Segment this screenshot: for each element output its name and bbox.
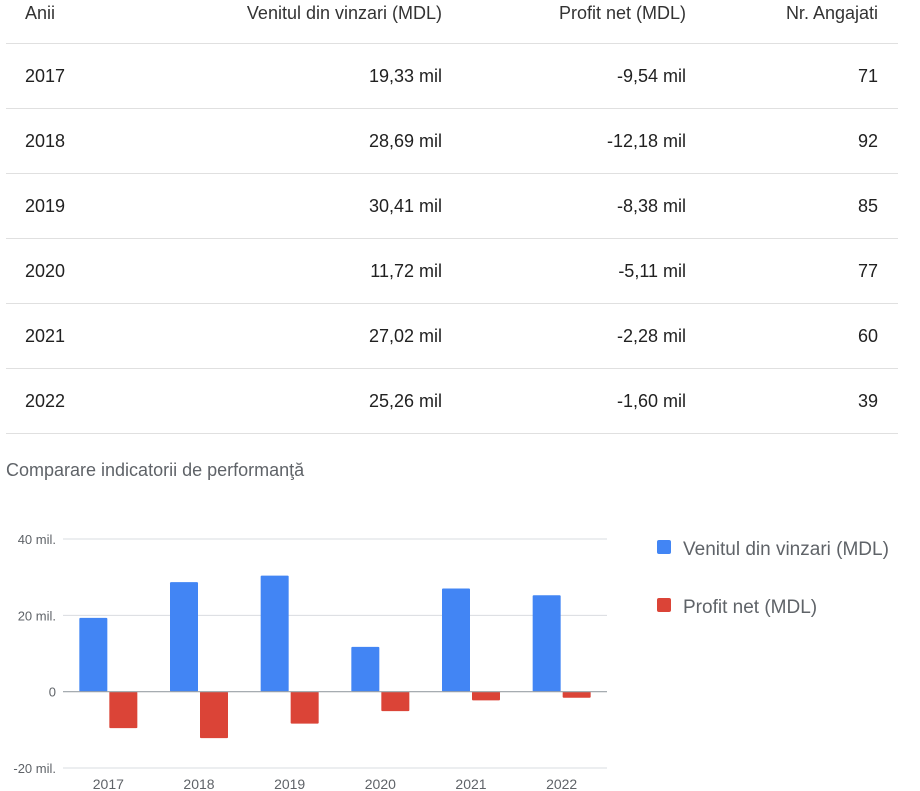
cell-employees: 39: [857, 391, 878, 411]
cell-revenue: 25,26 mil: [368, 391, 442, 411]
cell-net-profit: -1,60 mil: [616, 391, 686, 411]
bar-net-profit: [472, 691, 500, 701]
bar-net-profit: [109, 691, 138, 729]
cell-year: 2017: [25, 66, 66, 86]
bar-revenue: [532, 595, 561, 692]
cell-revenue: 19,33 mil: [368, 66, 442, 86]
cell-net-profit: -8,38 mil: [616, 196, 686, 216]
cell-employees: 60: [857, 326, 878, 346]
y-tick-label: 40 mil.: [18, 532, 56, 547]
table-header-row: Anii Venitul din vinzari (MDL) Profit ne…: [6, 0, 898, 44]
table-row: 2017 19,33 mil -9,54 mil 71: [6, 44, 898, 109]
y-tick-label: 0: [49, 685, 56, 700]
bar-revenue: [351, 646, 380, 692]
bar-net-profit: [200, 691, 228, 739]
table-row: 2022 25,26 mil -1,60 mil 39: [6, 369, 898, 434]
legend-label-revenue: Venitul din vinzari (MDL): [683, 539, 889, 560]
cell-employees: 77: [857, 261, 878, 281]
cell-revenue: 30,41 mil: [368, 196, 442, 216]
cell-revenue: 27,02 mil: [368, 326, 442, 346]
cell-employees: 71: [857, 66, 878, 86]
cell-net-profit: -9,54 mil: [616, 66, 686, 86]
legend-label-net-profit: Profit net (MDL): [683, 597, 818, 618]
x-tick-label: 2019: [274, 776, 305, 791]
cell-net-profit: -2,28 mil: [616, 326, 686, 346]
table-row: 2018 28,69 mil -12,18 mil 92: [6, 109, 898, 174]
header-years: Anii: [25, 3, 56, 23]
y-tick-label: -20 mil.: [13, 761, 56, 776]
bar-net-profit: [562, 691, 591, 698]
table-row: 2021 27,02 mil -2,28 mil 60: [6, 304, 898, 369]
legend-swatch-net-profit: [657, 598, 671, 612]
x-tick-label: 2020: [365, 776, 396, 791]
x-tick-label: 2022: [546, 776, 577, 791]
x-tick-label: 2017: [93, 776, 124, 791]
header-employees: Nr. Angajati: [785, 3, 878, 23]
legend-swatch-revenue: [657, 540, 671, 554]
bar-revenue: [260, 575, 289, 692]
cell-revenue: 11,72 mil: [370, 261, 442, 281]
cell-year: 2022: [25, 391, 66, 411]
cell-year: 2018: [25, 131, 66, 151]
table-row: 2019 30,41 mil -8,38 mil 85: [6, 174, 898, 239]
y-tick-label: 20 mil.: [18, 608, 56, 623]
bar-chart: 40 mil. 20 mil. 0 -20 mil. 2017 2018 2019 2020 2…: [13, 532, 607, 791]
x-tick-label: 2021: [455, 776, 486, 791]
bar-net-profit: [290, 691, 319, 724]
cell-year: 2019: [25, 196, 66, 216]
bar-revenue: [442, 588, 470, 692]
cell-year: 2020: [25, 261, 66, 281]
chart-title: Comparare indicatorii de performanţă: [6, 460, 305, 480]
cell-employees: 92: [857, 131, 878, 151]
header-net-profit: Profit net (MDL): [558, 3, 686, 23]
cell-net-profit: -5,11 mil: [618, 261, 686, 281]
header-revenue: Venitul din vinzari (MDL): [246, 3, 442, 23]
x-tick-label: 2018: [183, 776, 214, 791]
cell-employees: 85: [857, 196, 878, 216]
bar-revenue: [79, 617, 108, 692]
bar-revenue: [170, 582, 198, 692]
cell-revenue: 28,69 mil: [368, 131, 442, 151]
cell-net-profit: -12,18 mil: [606, 131, 686, 151]
data-table: Anii Venitul din vinzari (MDL) Profit ne…: [6, 0, 898, 434]
cell-year: 2021: [25, 326, 66, 346]
bar-net-profit: [381, 691, 410, 712]
table-row: 2020 11,72 mil -5,11 mil 77: [6, 239, 898, 304]
